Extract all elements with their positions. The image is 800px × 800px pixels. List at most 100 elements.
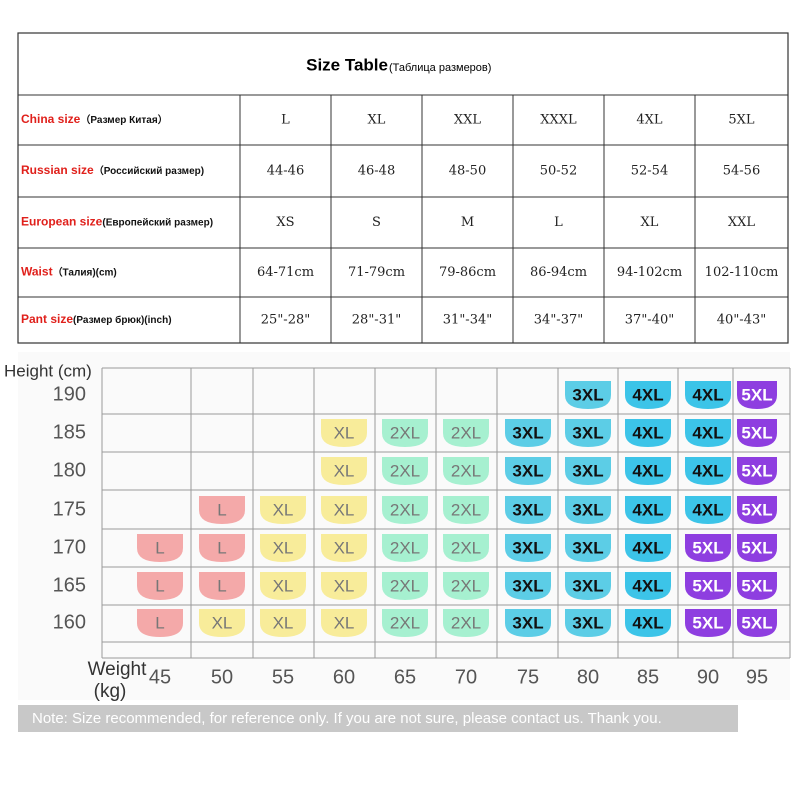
size-badge	[685, 534, 731, 562]
size-badge	[321, 609, 367, 637]
row-label: Pant size	[21, 312, 73, 326]
size-badge	[321, 534, 367, 562]
size-badge	[260, 496, 306, 524]
row-label: China size	[21, 112, 81, 126]
size-badge	[685, 457, 731, 485]
table-cell: XL	[368, 113, 386, 128]
size-badge	[505, 572, 551, 600]
size-badge	[685, 572, 731, 600]
height-label: 190	[53, 383, 86, 405]
size-badge	[625, 609, 671, 637]
note-bar	[18, 705, 738, 732]
size-label: 3XL	[572, 500, 603, 519]
height-label: 165	[53, 574, 86, 596]
weight-label: 55	[272, 666, 294, 688]
table-cell: L	[554, 215, 563, 230]
size-label: 2XL	[451, 500, 481, 519]
size-badge	[737, 381, 777, 409]
size-badge	[382, 609, 428, 637]
table-cell: 37"-40"	[625, 313, 674, 328]
row-label-note: (Размер брюк)(inch)	[73, 314, 172, 326]
table-cell: 5XL	[728, 113, 755, 128]
size-label: 5XL	[692, 576, 723, 595]
table-cell: 52-54	[631, 164, 668, 179]
size-badge	[505, 419, 551, 447]
table-cell: 25"-28"	[261, 313, 310, 328]
table-cell: 102-110cm	[705, 265, 779, 280]
height-label: 180	[53, 459, 86, 481]
row-label: European size	[21, 215, 103, 229]
size-label: 5XL	[741, 385, 772, 404]
size-label: L	[217, 500, 226, 519]
note: Note: Size recommended, for reference on…	[32, 710, 662, 727]
row-label-note: （Размер Китая）	[80, 113, 167, 126]
size-label: 4XL	[692, 423, 723, 442]
table-cell: 46-48	[358, 164, 395, 179]
table-cell: 71-79cm	[348, 265, 405, 280]
size-label: XL	[273, 500, 294, 519]
size-label: 2XL	[390, 423, 420, 442]
size-label: 4XL	[632, 385, 663, 404]
size-label: XL	[334, 538, 355, 557]
height-label: 185	[53, 421, 86, 443]
table-cell: XS	[276, 215, 294, 230]
size-label: 5XL	[741, 461, 772, 480]
row-header: Waist（Талия)(cm)	[21, 265, 117, 279]
size-label: 2XL	[451, 423, 481, 442]
size-badge	[137, 609, 183, 637]
size-label: 3XL	[512, 576, 543, 595]
size-badge	[737, 496, 777, 524]
size-label: XL	[212, 613, 233, 632]
size-label: 3XL	[572, 613, 603, 632]
size-badge	[565, 609, 611, 637]
size-badge	[565, 381, 611, 409]
table-cell: 64-71cm	[257, 265, 314, 280]
size-badge	[443, 572, 489, 600]
size-label: 2XL	[390, 576, 420, 595]
weight-label: 80	[577, 666, 599, 688]
table-border	[17, 32, 789, 344]
size-label: 3XL	[512, 500, 543, 519]
size-badge	[565, 457, 611, 485]
size-label: 5XL	[741, 613, 772, 632]
grid-panel	[18, 352, 790, 700]
size-badge	[382, 572, 428, 600]
size-badge	[382, 496, 428, 524]
size-badge	[137, 572, 183, 600]
weight-label: 60	[333, 666, 355, 688]
size-label: 4XL	[692, 500, 723, 519]
size-label: XL	[334, 613, 355, 632]
size-label: XL	[273, 613, 294, 632]
size-badge	[685, 609, 731, 637]
size-label: 4XL	[632, 461, 663, 480]
row-label: Russian size	[21, 163, 94, 177]
table-cell: 34"-37"	[534, 313, 583, 328]
size-label: 4XL	[632, 423, 663, 442]
row-label-note: (Европейский размер)	[102, 217, 213, 228]
size-label: 3XL	[512, 461, 543, 480]
size-label: 2XL	[390, 461, 420, 480]
size-badge	[625, 419, 671, 447]
size-badge	[260, 609, 306, 637]
size-label: 2XL	[390, 500, 420, 519]
size-badge	[382, 457, 428, 485]
size-label: 3XL	[512, 423, 543, 442]
size-badge	[565, 419, 611, 447]
height-label: 160	[53, 611, 86, 633]
size-badge	[443, 534, 489, 562]
table-cell: XL	[641, 215, 659, 230]
size-badge	[199, 609, 245, 637]
size-label: 4XL	[692, 385, 723, 404]
size-label: 5XL	[741, 423, 772, 442]
size-badge	[321, 457, 367, 485]
size-label: XL	[334, 423, 355, 442]
size-badge	[737, 572, 777, 600]
size-label: XL	[273, 576, 294, 595]
row-label: Waist	[21, 265, 53, 279]
size-badge	[382, 534, 428, 562]
row-header: Russian size（Российский размер)	[21, 163, 204, 177]
size-badge	[565, 572, 611, 600]
table-cell: 79-86cm	[439, 265, 496, 280]
